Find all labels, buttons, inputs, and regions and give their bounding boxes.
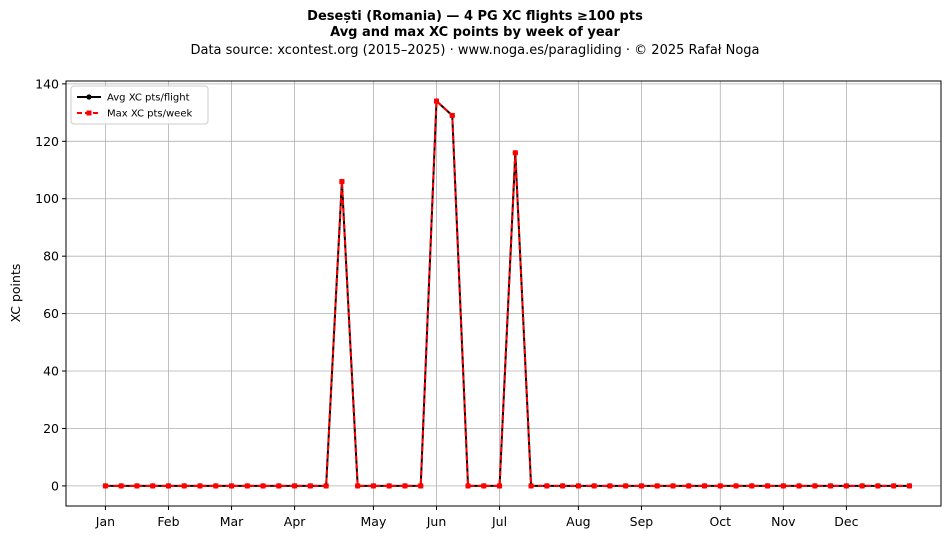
chart-source-line: Data source: xcontest.org (2015–2025) · …: [190, 43, 760, 58]
x-tick-label: Oct: [709, 514, 731, 529]
data-point-max-xc-pts-week: [891, 483, 897, 489]
legend-label: Avg XC pts/flight: [107, 93, 190, 104]
legend-label: Max XC pts/week: [107, 109, 192, 120]
data-point-max-xc-pts-week: [418, 483, 424, 489]
data-point-max-xc-pts-week: [638, 483, 644, 489]
data-point-max-xc-pts-week: [197, 483, 203, 489]
series-line-max-xc-pts-week: [105, 98, 910, 487]
data-point-max-xc-pts-week: [497, 483, 503, 489]
legend-marker: [86, 94, 92, 100]
data-point-max-xc-pts-week: [134, 483, 140, 489]
data-point-max-xc-pts-week: [875, 483, 881, 489]
data-point-max-xc-pts-week: [323, 483, 329, 489]
x-tick-label: Dec: [834, 514, 858, 529]
data-point-max-xc-pts-week: [260, 483, 266, 489]
data-point-max-xc-pts-week: [575, 483, 581, 489]
data-point-max-xc-pts-week: [528, 483, 534, 489]
y-tick-label: 0: [51, 478, 59, 493]
grid-lines: [66, 81, 941, 506]
data-point-max-xc-pts-week: [102, 483, 108, 489]
data-point-max-xc-pts-week: [229, 483, 235, 489]
data-point-max-xc-pts-week: [512, 150, 518, 156]
data-point-max-xc-pts-week: [560, 483, 566, 489]
data-point-max-xc-pts-week: [670, 483, 676, 489]
data-point-max-xc-pts-week: [370, 483, 376, 489]
data-point-max-xc-pts-week: [828, 483, 834, 489]
x-tick-label: Feb: [157, 514, 179, 529]
series-layer: [102, 98, 913, 489]
data-point-max-xc-pts-week: [339, 179, 345, 185]
x-tick-label: Jan: [95, 514, 115, 529]
data-point-max-xc-pts-week: [465, 483, 471, 489]
data-point-max-xc-pts-week: [591, 483, 597, 489]
data-point-max-xc-pts-week: [765, 483, 771, 489]
x-tick-label: Jun: [426, 514, 447, 529]
data-point-max-xc-pts-week: [402, 483, 408, 489]
data-point-max-xc-pts-week: [654, 483, 660, 489]
data-point-max-xc-pts-week: [780, 483, 786, 489]
data-point-max-xc-pts-week: [733, 483, 739, 489]
data-point-max-xc-pts-week: [686, 483, 692, 489]
y-tick-label: 120: [35, 134, 59, 149]
data-point-max-xc-pts-week: [150, 483, 156, 489]
y-tick-label: 40: [43, 364, 59, 379]
chart-title: Desești (Romania) — 4 PG XC flights ≥100…: [307, 9, 643, 24]
y-tick-label: 80: [43, 249, 59, 264]
x-tick-label: Mar: [220, 514, 244, 529]
data-point-max-xc-pts-week: [433, 98, 439, 104]
data-point-max-xc-pts-week: [906, 483, 912, 489]
plot-frame: [65, 80, 942, 507]
data-point-max-xc-pts-week: [165, 483, 171, 489]
data-point-max-xc-pts-week: [244, 483, 250, 489]
y-axis-label: XC points: [8, 264, 23, 323]
data-point-max-xc-pts-week: [449, 112, 455, 118]
x-tick-label: Aug: [566, 514, 590, 529]
data-point-max-xc-pts-week: [386, 483, 392, 489]
y-tick-label: 140: [35, 76, 59, 91]
data-point-max-xc-pts-week: [118, 483, 124, 489]
data-point-max-xc-pts-week: [702, 483, 708, 489]
data-point-max-xc-pts-week: [796, 483, 802, 489]
data-point-max-xc-pts-week: [213, 483, 219, 489]
data-point-max-xc-pts-week: [812, 483, 818, 489]
data-point-max-xc-pts-week: [355, 483, 361, 489]
data-point-max-xc-pts-week: [749, 483, 755, 489]
data-point-max-xc-pts-week: [859, 483, 865, 489]
data-point-max-xc-pts-week: [717, 483, 723, 489]
y-tick-label: 20: [43, 421, 59, 436]
x-tick-label: May: [361, 514, 387, 529]
legend-marker: [86, 110, 92, 116]
x-tick-label: Apr: [284, 514, 306, 529]
data-point-max-xc-pts-week: [607, 483, 613, 489]
y-tick-label: 60: [43, 306, 59, 321]
chart-subtitle: Avg and max XC points by week of year: [330, 25, 620, 40]
x-tick-label: Nov: [771, 514, 796, 529]
legend: Avg XC pts/flight Max XC pts/week: [70, 85, 209, 125]
data-point-max-xc-pts-week: [276, 483, 282, 489]
data-point-max-xc-pts-week: [307, 483, 313, 489]
x-tick-label: Sep: [630, 514, 654, 529]
data-point-max-xc-pts-week: [292, 483, 298, 489]
data-point-max-xc-pts-week: [544, 483, 550, 489]
axes: 0 20 40 60 80 100 120 140 Jan Feb Mar Apr May Jun Jul A…: [35, 76, 858, 529]
x-tick-label: Jul: [491, 514, 507, 529]
data-point-max-xc-pts-week: [181, 483, 187, 489]
data-point-max-xc-pts-week: [481, 483, 487, 489]
data-point-max-xc-pts-week: [843, 483, 849, 489]
y-tick-label: 100: [35, 191, 59, 206]
data-point-max-xc-pts-week: [623, 483, 629, 489]
legend-box: [70, 85, 209, 125]
